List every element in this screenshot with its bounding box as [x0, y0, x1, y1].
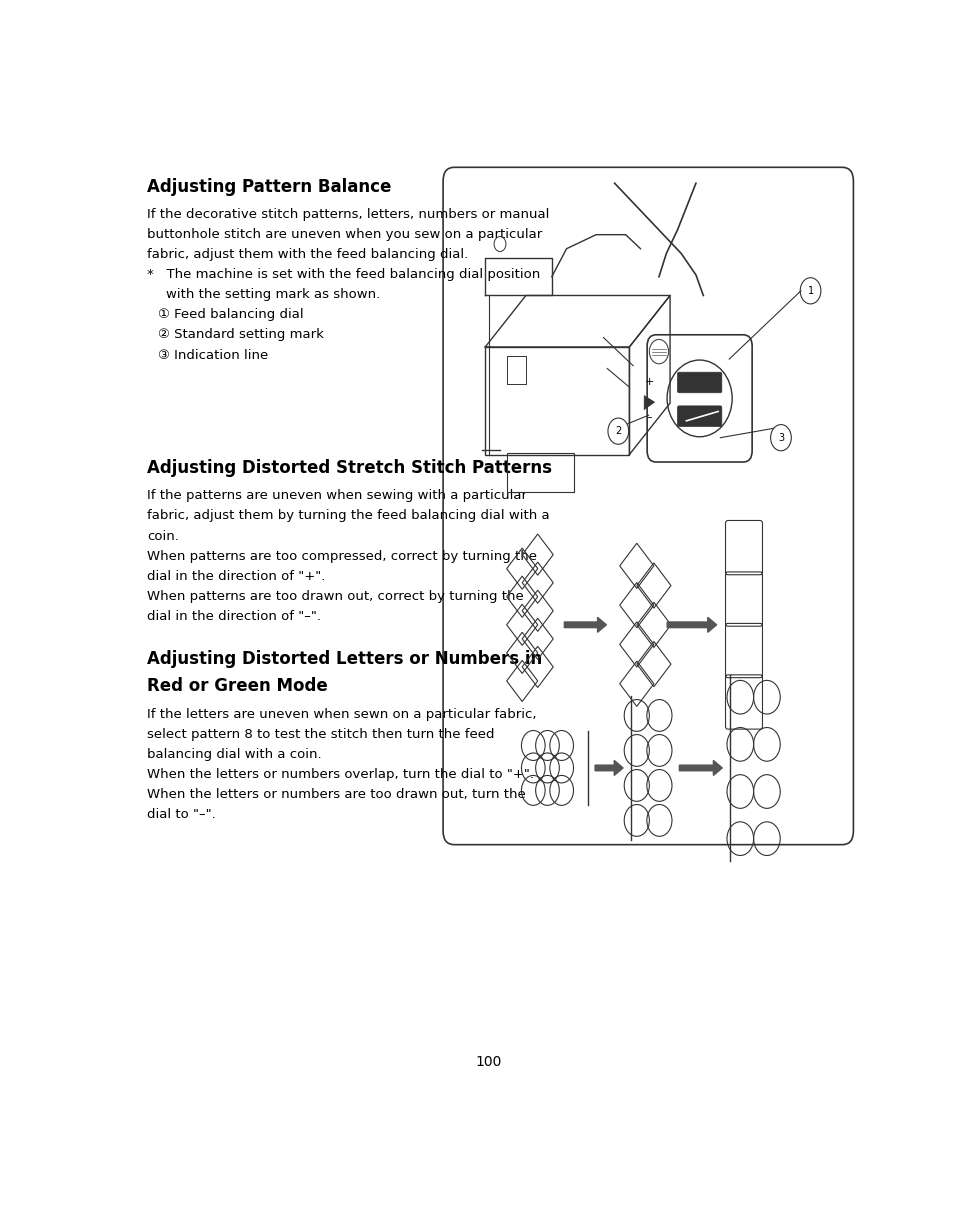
Text: When patterns are too drawn out, correct by turning the: When patterns are too drawn out, correct…: [147, 590, 523, 603]
FancyArrow shape: [679, 761, 721, 775]
Text: If the patterns are uneven when sewing with a particular: If the patterns are uneven when sewing w…: [147, 490, 527, 502]
Text: dial in the direction of "–".: dial in the direction of "–".: [147, 610, 321, 623]
Text: Red or Green Mode: Red or Green Mode: [147, 678, 328, 695]
Text: coin.: coin.: [147, 530, 179, 543]
Text: 2: 2: [615, 426, 620, 436]
Text: fabric, adjust them by turning the feed balancing dial with a: fabric, adjust them by turning the feed …: [147, 509, 549, 522]
Text: –: –: [646, 412, 652, 422]
Text: 1: 1: [806, 286, 813, 295]
Text: ① Feed balancing dial: ① Feed balancing dial: [158, 309, 304, 321]
Text: select pattern 8 to test the stitch then turn the feed: select pattern 8 to test the stitch then…: [147, 728, 495, 741]
Text: When the letters or numbers are too drawn out, turn the: When the letters or numbers are too draw…: [147, 789, 525, 801]
Polygon shape: [643, 396, 654, 409]
Text: ② Standard setting mark: ② Standard setting mark: [158, 328, 324, 341]
Text: If the decorative stitch patterns, letters, numbers or manual: If the decorative stitch patterns, lette…: [147, 208, 549, 221]
FancyBboxPatch shape: [442, 168, 853, 844]
FancyArrow shape: [564, 617, 606, 632]
Text: dial to "–".: dial to "–".: [147, 808, 216, 821]
FancyBboxPatch shape: [677, 372, 721, 392]
Text: When the letters or numbers overlap, turn the dial to "+".: When the letters or numbers overlap, tur…: [147, 768, 534, 781]
Text: 3: 3: [777, 433, 783, 442]
Text: fabric, adjust them with the feed balancing dial.: fabric, adjust them with the feed balanc…: [147, 248, 468, 261]
FancyArrow shape: [666, 617, 716, 632]
Text: +: +: [644, 377, 654, 386]
Text: ③ Indication line: ③ Indication line: [158, 349, 269, 362]
Text: *   The machine is set with the feed balancing dial position: * The machine is set with the feed balan…: [147, 269, 540, 281]
Text: Adjusting Pattern Balance: Adjusting Pattern Balance: [147, 177, 392, 196]
Text: buttonhole stitch are uneven when you sew on a particular: buttonhole stitch are uneven when you se…: [147, 228, 542, 241]
Text: Adjusting Distorted Stretch Stitch Patterns: Adjusting Distorted Stretch Stitch Patte…: [147, 459, 552, 477]
Text: balancing dial with a coin.: balancing dial with a coin.: [147, 748, 321, 761]
Text: Adjusting Distorted Letters or Numbers in: Adjusting Distorted Letters or Numbers i…: [147, 650, 542, 668]
Text: with the setting mark as shown.: with the setting mark as shown.: [166, 288, 379, 301]
FancyBboxPatch shape: [677, 406, 721, 426]
Text: If the letters are uneven when sewn on a particular fabric,: If the letters are uneven when sewn on a…: [147, 707, 537, 720]
Text: When patterns are too compressed, correct by turning the: When patterns are too compressed, correc…: [147, 549, 537, 563]
Text: dial in the direction of "+".: dial in the direction of "+".: [147, 570, 325, 583]
Text: 100: 100: [476, 1055, 501, 1069]
FancyArrow shape: [595, 761, 622, 775]
